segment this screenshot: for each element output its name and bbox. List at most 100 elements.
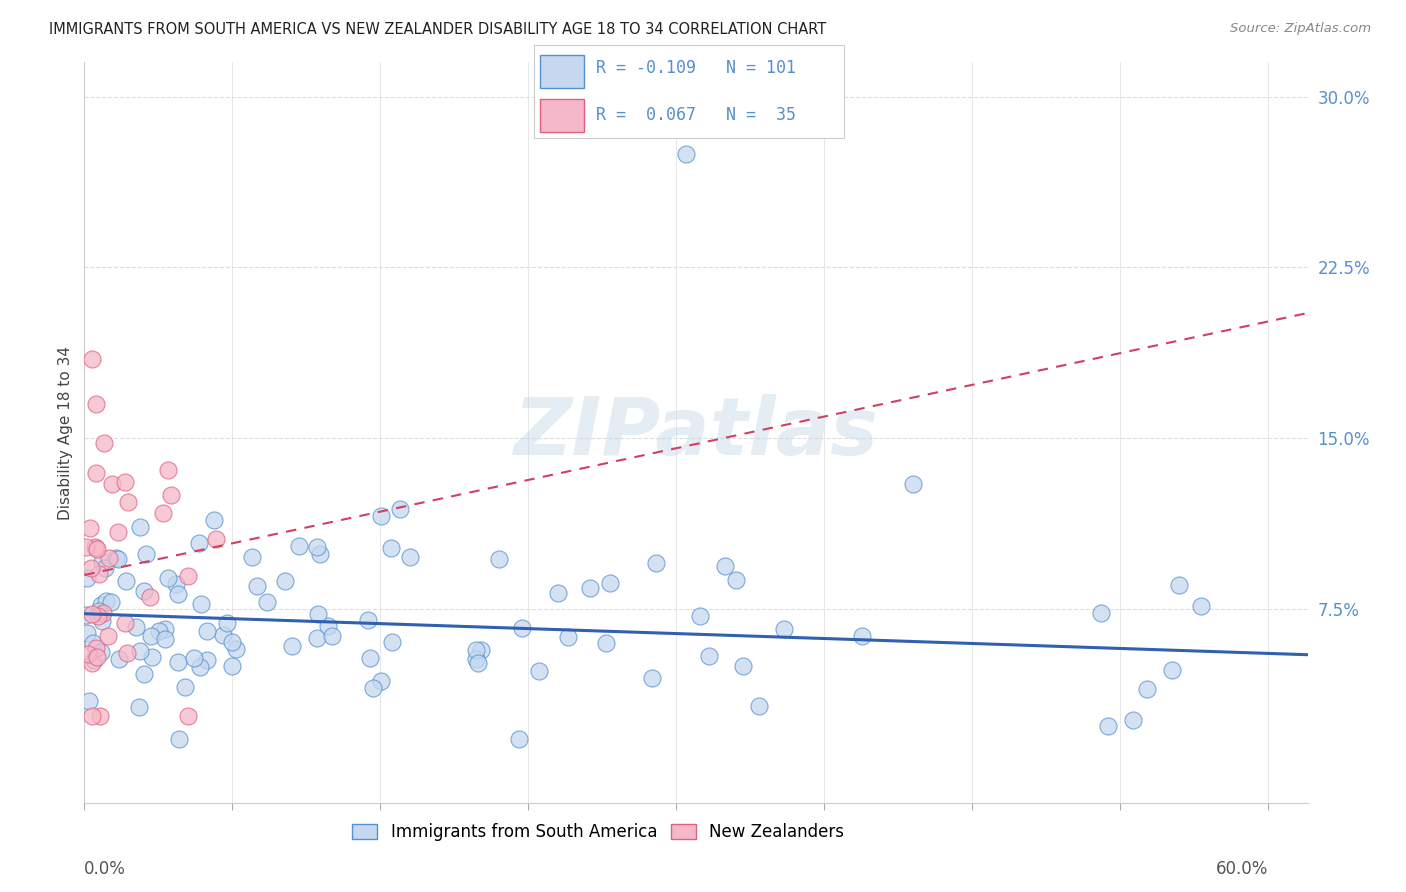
Point [380,541,402,555]
Point [100,594,122,608]
Point [167,587,190,601]
Point [98,550,121,565]
Point [183,651,205,665]
Point [125,620,148,634]
Point [641,671,664,685]
Point [195,653,218,667]
Point [117,495,139,509]
Point [1161,664,1184,678]
Point [82,656,104,670]
FancyBboxPatch shape [540,99,583,132]
Point [901,476,924,491]
Point [465,651,488,665]
Point [96,594,118,608]
Point [381,635,404,649]
Point [724,573,747,587]
Point [80,561,103,575]
Point [87,608,110,623]
Point [115,574,138,588]
Point [731,659,754,673]
Point [579,581,602,595]
Point [77,694,100,708]
Point [173,680,195,694]
Point [93,561,115,575]
Point [370,509,392,524]
Point [135,547,157,561]
Point [1189,599,1212,614]
Point [77,647,100,661]
Point [84,641,107,656]
Point [157,463,180,477]
Point [115,646,138,660]
Point [101,476,124,491]
Point [97,629,120,643]
Point [256,595,278,609]
Point [156,571,179,585]
Point [129,644,152,658]
Point [307,540,329,554]
Point [357,613,380,627]
Point [309,547,332,561]
Point [91,555,114,569]
Point [79,521,101,535]
Point [675,146,697,161]
Text: 0.0%: 0.0% [84,860,127,878]
Point [599,575,621,590]
Point [89,709,111,723]
Point [773,622,796,636]
Point [713,558,735,573]
Point [1168,578,1191,592]
Point [76,571,98,585]
Point [697,648,720,663]
Point [177,709,200,723]
Point [305,632,328,646]
Point [557,630,579,644]
Point [212,628,235,642]
Point [465,643,488,657]
Point [87,604,110,618]
Point [1122,713,1144,727]
Point [273,574,295,589]
Point [107,525,129,540]
Point [202,513,225,527]
Text: IMMIGRANTS FROM SOUTH AMERICA VS NEW ZEALANDER DISABILITY AGE 18 TO 34 CORRELATI: IMMIGRANTS FROM SOUTH AMERICA VS NEW ZEA… [49,22,827,37]
Point [167,731,190,746]
Point [221,658,243,673]
Point [148,624,170,638]
Point [160,488,183,502]
Point [190,597,212,611]
Point [488,551,510,566]
Text: Source: ZipAtlas.com: Source: ZipAtlas.com [1230,22,1371,36]
Point [467,657,489,671]
Point [217,616,239,631]
Point [132,584,155,599]
Point [83,653,105,667]
Point [246,579,269,593]
Point [82,636,104,650]
Point [167,655,190,669]
Point [188,660,211,674]
Point [321,629,343,643]
Point [84,540,107,554]
Point [84,397,107,411]
Point [316,619,339,633]
Point [90,598,112,612]
Point [84,467,107,481]
Point [1136,681,1159,696]
Point [86,650,108,665]
Point [114,616,136,631]
Point [82,607,104,622]
Point [141,650,163,665]
Point [240,549,263,564]
Point [165,576,187,591]
Point [138,590,160,604]
Point [547,586,569,600]
Text: R = -0.109   N = 101: R = -0.109 N = 101 [596,59,796,77]
Point [90,614,112,628]
Point [399,550,422,565]
Point [86,541,108,556]
Point [75,608,97,623]
Point [91,606,114,620]
Point [153,622,176,636]
Text: R =  0.067   N =  35: R = 0.067 N = 35 [596,106,796,124]
